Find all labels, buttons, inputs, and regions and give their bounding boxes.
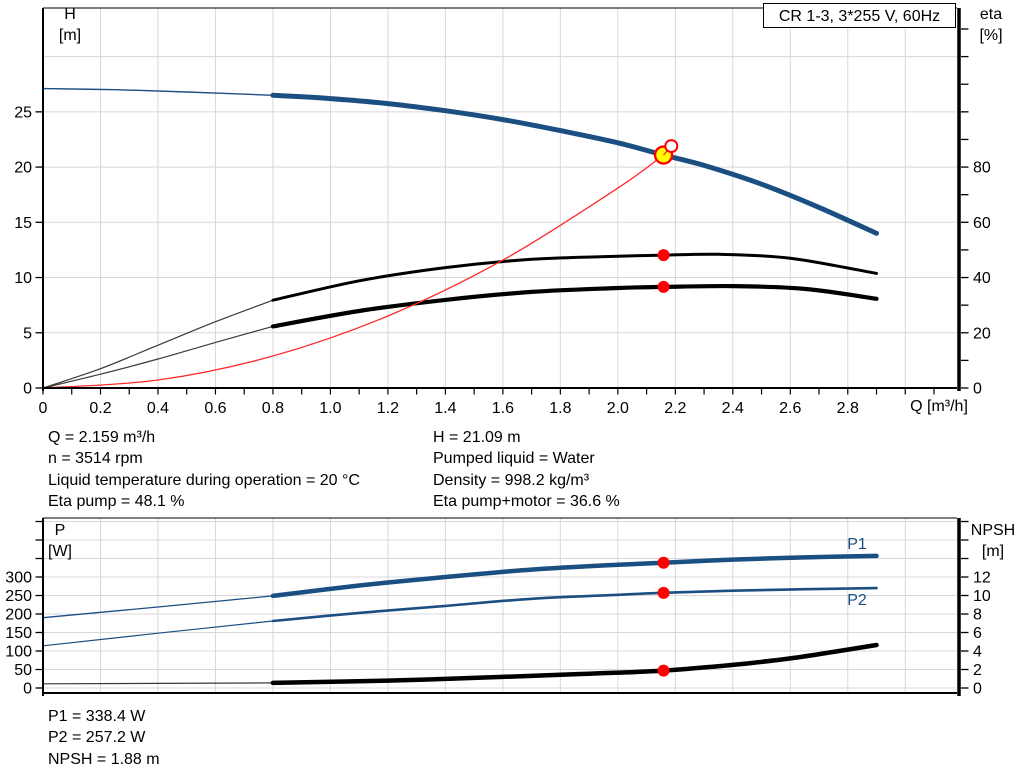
x-tick-label: 2.2: [664, 400, 686, 417]
right-tick-label: 6: [973, 625, 982, 642]
npsh-axis-symbol: NPSH: [970, 522, 1016, 539]
npsh-axis-title: NPSH [m]: [964, 520, 1022, 562]
eta-axis-title: eta [%]: [966, 4, 1016, 46]
h-axis-symbol: H: [64, 6, 76, 23]
npsh-point: [657, 664, 670, 677]
left-tick-label: 15: [14, 215, 32, 232]
info-eta-pump: Eta pump = 48.1 %: [48, 492, 185, 510]
info-p1: P1 = 338.4 W: [48, 708, 146, 725]
info-density: Density = 998.2 kg/m³: [433, 471, 590, 489]
right-tick-label: 0: [973, 381, 982, 398]
info-pumped-liquid: Pumped liquid = Water: [433, 450, 595, 468]
x-tick-label: 1.8: [549, 400, 571, 417]
left-tick-label: 0: [23, 681, 32, 698]
x-tick-label: 1.6: [492, 400, 514, 417]
left-tick-label: 5: [23, 325, 32, 342]
left-tick-label: 200: [5, 607, 32, 624]
power-npsh-info: P1 = 338.4 W P2 = 257.2 W NPSH = 1.88 m: [48, 706, 160, 770]
curve-eta-pump: [271, 252, 878, 302]
h-axis-unit: [m]: [58, 27, 82, 44]
right-tick-label: 0: [973, 681, 982, 698]
info-n: n = 3514 rpm: [48, 450, 143, 468]
right-tick-label: 40: [973, 270, 991, 287]
right-tick-label: 80: [973, 160, 991, 177]
right-tick-label: 60: [973, 215, 991, 232]
eta-axis-symbol: eta: [979, 6, 1003, 23]
x-tick-label: 0: [39, 400, 48, 417]
info-liquid-temp: Liquid temperature during operation = 20…: [48, 471, 360, 489]
npsh-axis-unit: [m]: [981, 543, 1005, 560]
left-tick-label: 10: [14, 270, 32, 287]
x-tick-label: 2.4: [722, 400, 744, 417]
duty-point-info-right: H = 21.09 m Pumped liquid = Water Densit…: [433, 427, 620, 512]
eta-pump-point: [657, 249, 670, 262]
left-tick-label: 300: [5, 570, 32, 587]
info-eta-pump-motor: Eta pump+motor = 36.6 %: [433, 492, 620, 510]
h-axis-title: H [m]: [48, 4, 92, 46]
curve-npsh: [270, 642, 879, 686]
info-npsh: NPSH = 1.88 m: [48, 750, 160, 768]
info-q: Q = 2.159 m³/h: [48, 429, 156, 446]
p2-curve-label: P2: [847, 592, 867, 609]
left-tick-label: 25: [14, 104, 32, 121]
curve-npsh-low-flow-extension: [42, 682, 274, 685]
curve-eta-pump-motor: [270, 283, 879, 329]
p-axis-unit: [W]: [48, 543, 72, 560]
info-p2: P2 = 257.2 W: [48, 729, 146, 747]
x-tick-label: 2.6: [779, 400, 801, 417]
p-axis-title: P [W]: [38, 520, 82, 562]
x-tick-label: 2.0: [607, 400, 629, 417]
eta-pump-motor-point: [657, 280, 670, 293]
pump-model-box: CR 1-3, 3*255 V, 60Hz: [763, 3, 956, 28]
eta-axis-unit: [%]: [979, 27, 1003, 44]
left-tick-label: 0: [23, 381, 32, 398]
p2-point: [657, 586, 670, 599]
q-axis-title: Q [m³/h]: [910, 398, 968, 415]
curve-h-curve-low-flow-extension: [42, 87, 274, 96]
curve-h-q-curve: [270, 92, 879, 236]
x-tick-label: 0.6: [204, 400, 226, 417]
curve-eta-pump-motor-low-flow-extension: [42, 325, 274, 389]
curve-p1-power-input: [270, 553, 879, 599]
info-h: H = 21.09 m: [433, 429, 521, 446]
right-tick-label: 12: [973, 570, 991, 587]
x-tick-label: 1.2: [377, 400, 399, 417]
p-axis-symbol: P: [54, 522, 66, 539]
left-tick-label: 100: [5, 644, 32, 661]
right-tick-label: 4: [973, 644, 982, 661]
curve-eta-pump-low-flow-extension: [42, 299, 274, 389]
x-tick-label: 1.0: [319, 400, 341, 417]
curve-p2-low-flow-extension: [42, 620, 274, 647]
p1-curve-label: P1: [847, 536, 867, 553]
left-tick-label: 20: [14, 160, 32, 177]
right-tick-label: 20: [973, 325, 991, 342]
right-tick-label: 10: [973, 588, 991, 605]
duty-point-info-left: Q = 2.159 m³/h n = 3514 rpm Liquid tempe…: [48, 427, 360, 512]
curve-system-curve: [42, 154, 665, 389]
x-tick-label: 0.8: [262, 400, 284, 417]
x-tick-label: 2.8: [837, 400, 859, 417]
left-tick-label: 250: [5, 588, 32, 605]
right-tick-label: 8: [973, 607, 982, 624]
p1-point: [657, 556, 670, 569]
left-tick-label: 50: [14, 662, 32, 679]
right-tick-label: 2: [973, 662, 982, 679]
x-tick-label: 0.2: [89, 400, 111, 417]
left-tick-label: 150: [5, 625, 32, 642]
x-tick-label: 0.4: [147, 400, 169, 417]
rated-duty-point: [664, 139, 679, 154]
x-tick-label: 1.4: [434, 400, 456, 417]
curve-p1-low-flow-extension: [42, 595, 274, 619]
curve-p2-shaft-power: [271, 586, 878, 623]
